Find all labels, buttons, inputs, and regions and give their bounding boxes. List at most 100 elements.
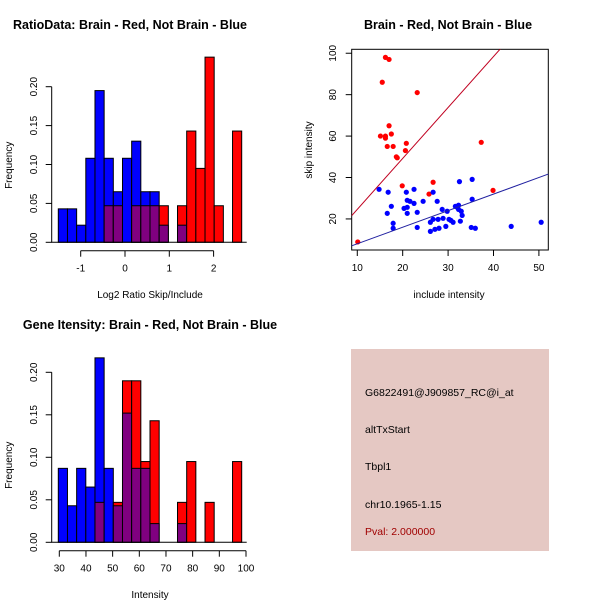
point-not-brain	[538, 219, 544, 225]
point-not-brain	[414, 209, 420, 215]
x-tick-label: -1	[76, 264, 85, 275]
point-not-brain	[430, 216, 436, 222]
bar-overlap	[177, 224, 188, 243]
point-not-brain	[385, 189, 391, 195]
x-tick-label: 70	[160, 564, 172, 575]
point-brain	[430, 179, 436, 185]
y-tick-label: 0.00	[29, 232, 40, 252]
point-not-brain	[430, 189, 436, 195]
y-tick-label: 40	[328, 172, 339, 184]
x-tick-label: 60	[134, 564, 146, 575]
gene-name-text: Tbpl1	[365, 461, 392, 473]
y-axis-label: Frequency	[4, 442, 15, 489]
bar-not-brain	[57, 208, 68, 243]
point-not-brain	[432, 226, 438, 232]
point-not-brain	[411, 186, 417, 192]
point-not-brain	[404, 210, 410, 216]
bar-not-brain	[94, 90, 105, 243]
bar-overlap	[112, 205, 123, 243]
bar-brain	[232, 130, 243, 243]
info-panel: G6822491@J909857_RC@i_at altTxStart Tbpl…	[351, 349, 549, 551]
point-not-brain	[407, 198, 413, 204]
bar-brain	[213, 205, 224, 243]
bar-brain	[232, 461, 243, 543]
point-not-brain	[469, 176, 475, 182]
y-tick-label: 0.20	[29, 362, 40, 382]
y-tick-label: 100	[328, 44, 339, 61]
point-not-brain	[439, 206, 445, 213]
x-tick-label: 50	[107, 564, 119, 575]
scatter-plot-frame	[351, 48, 549, 251]
point-brain	[384, 143, 390, 150]
point-not-brain	[434, 198, 440, 204]
point-not-brain	[403, 189, 409, 195]
y-tick-label: 0.15	[29, 115, 40, 135]
y-tick-label: 0.15	[29, 405, 40, 425]
point-not-brain	[469, 196, 475, 202]
point-brain	[402, 147, 409, 154]
y-tick-label: 0.05	[29, 193, 40, 213]
point-brain	[390, 143, 396, 150]
x-tick-label: 30	[443, 263, 455, 274]
point-not-brain	[456, 179, 463, 185]
bar-overlap	[94, 501, 105, 543]
y-tick-label: 80	[328, 89, 339, 101]
x-axis-label: Intensity	[131, 590, 168, 600]
point-not-brain	[390, 220, 396, 226]
point-not-brain	[468, 224, 474, 231]
point-brain	[388, 131, 394, 137]
bar-not-brain	[121, 157, 133, 243]
point-brain	[414, 89, 420, 96]
x-tick-label: 30	[54, 564, 66, 575]
probe-id-text: G6822491@J909857_RC@i_at	[365, 387, 514, 399]
bar-not-brain	[57, 467, 68, 543]
y-tick-label: 60	[328, 130, 339, 142]
location-text: chr10.1965-1.15	[365, 499, 442, 511]
y-axis-label: skip intensity	[304, 121, 315, 178]
point-not-brain	[448, 217, 454, 223]
point-brain	[386, 123, 392, 129]
bar-not-brain	[85, 157, 96, 243]
point-not-brain	[472, 225, 478, 231]
point-not-brain	[390, 225, 396, 231]
bar-overlap	[131, 467, 142, 543]
bar-brain	[186, 130, 197, 243]
bar-overlap	[112, 505, 123, 543]
bar-brain	[195, 167, 206, 243]
fit-line-not-brain	[351, 173, 549, 247]
point-not-brain	[388, 203, 394, 209]
x-tick-label: 1	[167, 264, 173, 275]
bar-not-brain	[103, 467, 114, 543]
point-not-brain	[411, 200, 417, 206]
point-not-brain	[443, 223, 449, 229]
x-tick-label: 40	[80, 564, 92, 575]
bar-overlap	[158, 224, 169, 243]
point-not-brain	[440, 215, 446, 221]
point-not-brain	[508, 223, 514, 229]
point-brain	[382, 135, 389, 141]
bar-not-brain	[76, 224, 87, 243]
event-type-text: altTxStart	[365, 424, 410, 436]
point-not-brain	[420, 198, 426, 204]
point-not-brain	[457, 218, 463, 224]
chart-title: Brain - Red, Not Brain - Blue	[364, 18, 532, 32]
point-not-brain	[455, 206, 462, 213]
chart-title: Gene Itensity: Brain - Red, Not Brain - …	[23, 318, 277, 332]
fit-line-brain	[351, 49, 501, 217]
bar-overlap	[149, 205, 160, 243]
x-tick-label: 90	[214, 564, 226, 575]
pval-text: Pval: 2.000000	[365, 526, 436, 538]
point-not-brain	[384, 210, 390, 216]
point-brain	[394, 155, 400, 161]
y-tick-label: 0.10	[29, 447, 40, 467]
point-not-brain	[435, 216, 441, 222]
x-tick-label: 10	[352, 263, 364, 274]
chart-title: RatioData: Brain - Red, Not Brain - Blue	[13, 18, 247, 32]
x-tick-label: 40	[488, 263, 500, 274]
bar-overlap	[131, 205, 142, 243]
x-axis-label: Log2 Ratio Skip/Include	[97, 290, 203, 301]
x-tick-label: 0	[122, 264, 128, 275]
bar-overlap	[140, 467, 151, 543]
bar-not-brain	[85, 486, 96, 543]
bar-not-brain	[76, 467, 87, 543]
